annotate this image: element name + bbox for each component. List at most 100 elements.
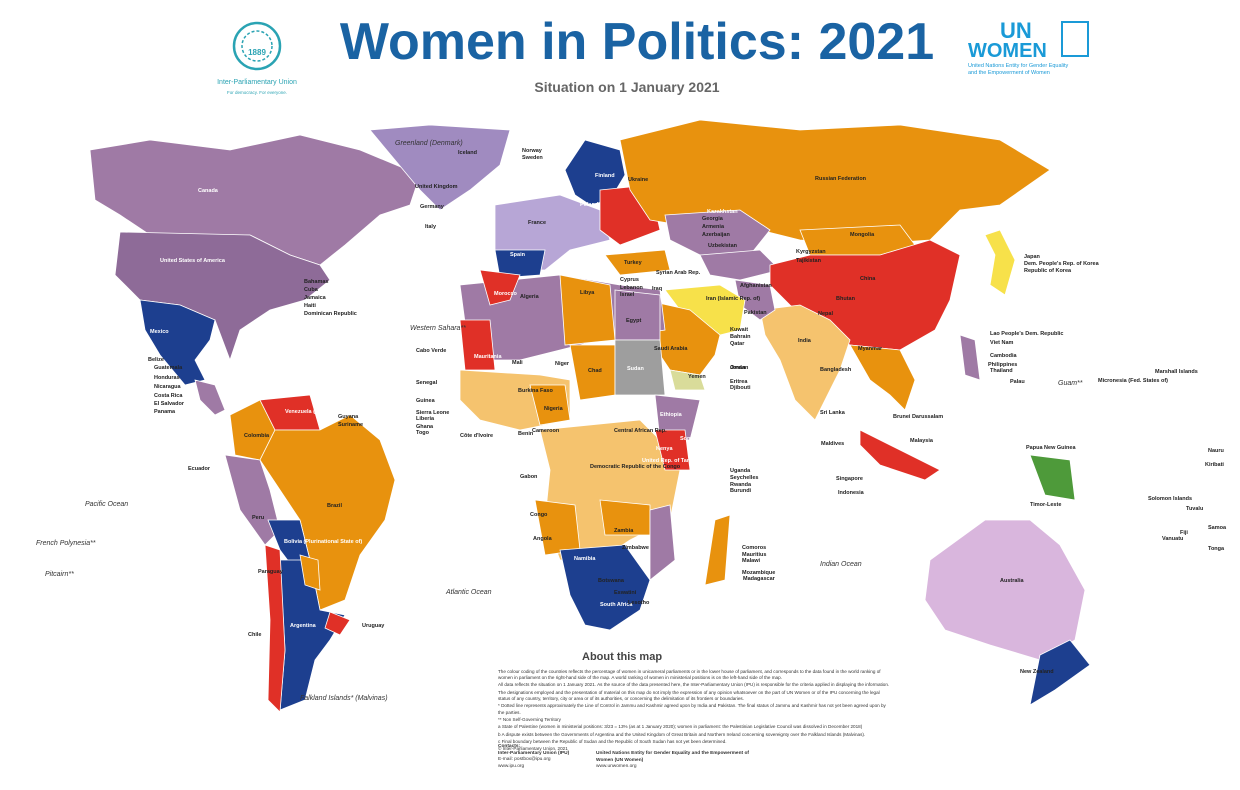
country-label: Finland [595, 173, 615, 179]
country-label: Uzbekistan [708, 243, 738, 249]
libya [559, 274, 616, 346]
territory-label: Greenland (Denmark) [395, 140, 463, 147]
country-label: Guatemala [154, 365, 183, 371]
unw-un: UN [1000, 18, 1032, 43]
country-label: Jamaica [304, 295, 327, 301]
country-label: Seychelles [730, 475, 758, 481]
png [1029, 454, 1076, 501]
country-label: Guyana [338, 414, 359, 420]
country-label: Papua New Guinea [1026, 445, 1076, 451]
country-label: Australia [1000, 578, 1024, 584]
spain [494, 249, 546, 279]
mauritania [459, 319, 496, 371]
country-label: Mozambique [742, 570, 775, 576]
country-label: Guinea [416, 398, 436, 404]
country-label: South Africa [600, 602, 633, 608]
country-label: Poland [580, 202, 598, 208]
ocean-label: Atlantic Ocean [445, 589, 492, 596]
country-label: El Salvador [154, 401, 185, 407]
country-label: Kazakhstan [707, 209, 738, 215]
country-label: Mauritania [474, 354, 502, 360]
about-paragraph: * Dotted line represents approximately t… [498, 703, 886, 715]
turkey [604, 249, 671, 276]
central-america [194, 379, 226, 416]
country-label: Togo [416, 430, 430, 436]
contact-unw: United Nations Entity for Gender Equalit… [596, 751, 756, 771]
country-label: United Kingdom [415, 184, 458, 190]
country-label: Malaysia [910, 438, 934, 444]
country-label: United States of America [160, 258, 226, 264]
country-label: Fiji [1180, 530, 1188, 536]
country-label: Jordan [730, 365, 749, 371]
country-label: Ecuador [188, 466, 211, 472]
country-label: Bahrain [730, 334, 751, 340]
country-label: Germany [420, 204, 445, 210]
morocco [479, 269, 521, 306]
country-label: Iraq [652, 286, 662, 292]
country-label: Myanmar [858, 346, 883, 352]
country-label: Bhutan [836, 296, 856, 302]
labels: Pacific Ocean Atlantic Ocean Indian Ocean W… [36, 140, 1227, 702]
country-label: Cambodia [990, 353, 1018, 359]
country-label: Zambia [614, 528, 634, 534]
central-asia [699, 249, 781, 281]
unw-tag1: United Nations Entity for Gender Equalit… [968, 63, 1069, 69]
country-label: Djibouti [730, 385, 751, 391]
japan [984, 229, 1016, 296]
country-label: Colombia [244, 433, 270, 439]
country-label: Italy [425, 224, 437, 230]
country-label: Mongolia [850, 232, 875, 238]
country-label: Russian Federation [815, 176, 867, 182]
ipu-ring [232, 21, 282, 71]
country-label: Zimbabwe [622, 545, 649, 551]
country-label: Libya [580, 290, 595, 296]
country-label: Bahamas [304, 279, 328, 285]
country-label: China [860, 276, 876, 282]
country-label: Micronesia (Fed. States of) [1098, 378, 1168, 384]
country-label: Brunei Darussalam [893, 414, 943, 420]
country-label: Dem. People's Rep. of Korea [1024, 261, 1100, 267]
country-label: Costa Rica [154, 393, 183, 399]
country-label: Peru [252, 515, 264, 521]
southern-africa [559, 544, 651, 631]
country-label: Dominican Republic [304, 311, 357, 317]
about-paragraph: c Final boundary between the Republic of… [498, 739, 727, 745]
brazil [259, 414, 396, 611]
ethiopia [654, 394, 701, 441]
mozambique [649, 504, 676, 581]
ocean-label: Pacific Ocean [85, 501, 128, 508]
country-label: South Sudan [622, 414, 657, 420]
country-label: Iceland [458, 150, 477, 156]
australia [924, 519, 1086, 661]
country-label: Oman [730, 365, 746, 371]
sudan [614, 339, 666, 396]
about-paragraph: All data reflects the situation on 1 Jan… [498, 682, 890, 688]
country-label: Mexico [150, 329, 169, 335]
country-label: Sri Lanka [820, 410, 846, 416]
yemen [669, 369, 706, 391]
country-label: Pakistan [744, 310, 767, 316]
country-label: Indonesia [838, 490, 865, 496]
unw-tag2: and the Empowerment of Women [968, 70, 1050, 76]
country-label: Georgia [702, 216, 724, 222]
indonesia [859, 429, 941, 481]
country-label: India [798, 338, 812, 344]
country-label: Congo [530, 512, 548, 518]
country-label: New Zealand [1020, 669, 1054, 675]
country-label: Lebanon [620, 285, 644, 291]
ipu-inner [241, 30, 273, 62]
country-label: Sweden [522, 155, 543, 161]
country-label: Sierra Leone [416, 410, 449, 416]
country-label: Israel [620, 292, 635, 298]
about-box: About this map The colour coding of the … [498, 650, 893, 754]
country-label: Singapore [836, 476, 863, 482]
country-label: Turkey [624, 260, 643, 266]
uruguay [324, 611, 351, 636]
chile [264, 544, 286, 713]
country-label: Niger [555, 361, 570, 367]
country-label: Benin [518, 431, 534, 437]
country-label: Palau [1010, 379, 1025, 385]
country-label: United Rep. of Tanzania [642, 458, 705, 464]
madagascar [704, 514, 731, 586]
ipu-logo: 1889 Inter-Parliamentary Union For democ… [217, 21, 297, 95]
